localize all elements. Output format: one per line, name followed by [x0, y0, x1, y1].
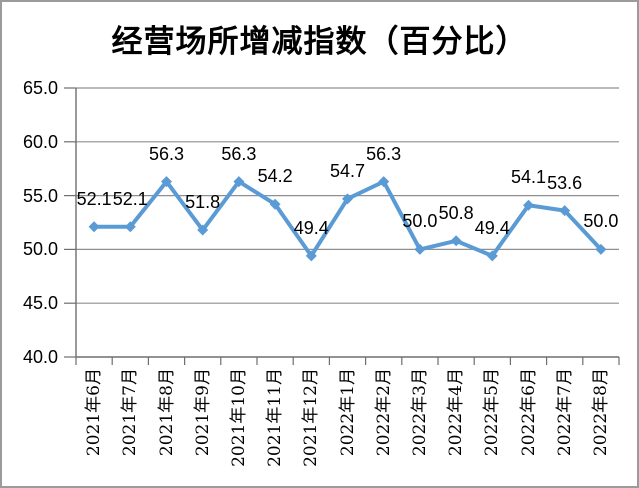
data-label: 56.3: [221, 143, 257, 164]
y-axis-label: 40.0: [22, 347, 58, 367]
x-axis-label-text: 2021年11月: [265, 368, 286, 467]
x-axis-label: 2022年8月: [590, 368, 611, 478]
data-point-marker: [414, 243, 426, 255]
x-axis-label: 2021年7月: [120, 368, 141, 478]
y-axis-label: 60.0: [22, 131, 58, 152]
data-label: 54.1: [510, 167, 547, 188]
x-axis-label-text: 2021年9月: [192, 368, 213, 457]
x-axis-label: 2022年5月: [482, 368, 503, 478]
x-axis-label-text: 2021年7月: [120, 368, 141, 457]
data-point-marker: [88, 221, 100, 233]
data-label: 50.0: [402, 211, 438, 232]
data-label: 54.7: [329, 160, 366, 181]
x-axis-label: 2022年3月: [409, 368, 430, 478]
x-axis-label-text: 2022年8月: [590, 368, 611, 457]
data-point-marker: [161, 176, 172, 188]
data-point-marker: [450, 235, 462, 247]
data-point-marker: [378, 176, 390, 188]
x-axis-label: 2022年7月: [554, 368, 575, 478]
data-label: 54.2: [257, 166, 293, 187]
x-axis-label: 2021年11月: [265, 368, 286, 478]
x-axis-label: 2021年12月: [301, 368, 322, 478]
x-axis-label: 2021年10月: [228, 368, 249, 478]
x-axis-label-text: 2021年8月: [156, 368, 177, 457]
data-point-marker: [595, 243, 607, 255]
x-axis-label-text: 2022年6月: [518, 368, 539, 457]
data-label: 50.8: [438, 202, 474, 223]
x-axis-label: 2022年1月: [337, 368, 358, 478]
data-point-marker: [124, 221, 136, 233]
data-point-marker: [486, 250, 498, 262]
data-point-marker: [233, 176, 245, 188]
x-axis-label-text: 2022年2月: [373, 368, 394, 457]
x-axis-label-text: 2021年12月: [301, 368, 322, 467]
x-axis-label: 2022年6月: [518, 368, 539, 478]
data-label: 56.3: [366, 143, 402, 164]
data-label: 53.6: [547, 172, 583, 193]
x-axis-label-text: 2022年1月: [337, 368, 358, 457]
x-axis-label: 2021年6月: [84, 368, 105, 478]
y-axis-label: 55.0: [22, 185, 58, 206]
y-axis-label: 45.0: [22, 293, 58, 314]
y-axis-label: 50.0: [22, 239, 58, 260]
x-axis-label-text: 2022年5月: [482, 368, 503, 457]
data-point-marker: [197, 224, 209, 236]
data-label: 51.8: [185, 192, 221, 213]
data-point-marker: [559, 205, 571, 217]
data-label: 49.4: [293, 217, 329, 238]
x-axis-label: 2021年9月: [192, 368, 213, 478]
chart-title: 经营场所增减指数（百分比）: [111, 24, 528, 60]
data-point-marker: [523, 199, 534, 211]
data-point-marker: [305, 250, 317, 262]
y-axis-label: 65.0: [22, 78, 58, 98]
x-axis-label: 2021年8月: [156, 368, 177, 478]
x-axis-label-text: 2022年3月: [409, 368, 430, 457]
data-point-marker: [342, 193, 353, 205]
x-axis-label-text: 2021年6月: [84, 368, 105, 457]
x-axis-label: 2022年2月: [373, 368, 394, 478]
data-label: 49.4: [474, 217, 510, 238]
data-label: 56.3: [148, 143, 185, 164]
data-label: 50.0: [583, 211, 619, 232]
data-point-marker: [269, 198, 281, 210]
data-label: 52.1: [112, 188, 148, 209]
x-axis-label-text: 2022年4月: [446, 368, 467, 457]
x-axis-label: 2022年4月: [446, 368, 467, 478]
x-axis-label-text: 2022年7月: [554, 368, 575, 457]
data-label: 52.1: [76, 188, 112, 209]
x-axis-label-text: 2021年10月: [228, 368, 249, 467]
